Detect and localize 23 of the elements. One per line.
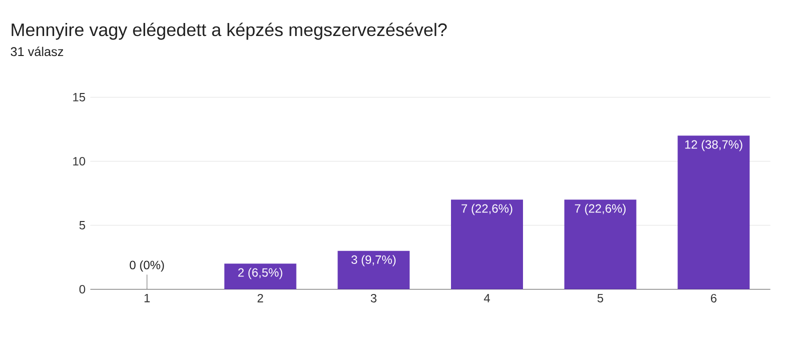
y-tick-label: 10 — [73, 156, 86, 166]
x-tick-label: 5 — [597, 294, 604, 302]
x-tick-label: 1 — [144, 294, 150, 302]
bar — [224, 264, 296, 290]
data-label: 3 (9,7%) — [351, 255, 396, 266]
bar — [564, 200, 636, 290]
y-tick-label: 15 — [73, 93, 86, 102]
chart-title: Mennyire vagy elégedett a képzés megszervezésével? — [12, 22, 447, 40]
data-label: 0 (0%) — [130, 260, 164, 272]
data-label: 7 (22,6%) — [574, 204, 626, 216]
data-label: 7 (22,6%) — [462, 204, 512, 216]
y-tick-label: 5 — [79, 221, 86, 230]
bar — [678, 136, 750, 290]
y-tick-label: 0 — [79, 284, 86, 294]
bar — [338, 250, 410, 290]
data-label: 12 (38,7%) — [685, 140, 742, 152]
bar — [450, 200, 523, 290]
x-tick-label: 2 — [258, 294, 264, 302]
x-tick-label: 3 — [370, 294, 376, 302]
x-tick-label: 4 — [484, 294, 490, 302]
x-tick-label: 6 — [710, 294, 716, 302]
chart-subtitle: 31 válasz — [10, 46, 64, 56]
data-label: 2 (6,5%) — [238, 268, 282, 280]
